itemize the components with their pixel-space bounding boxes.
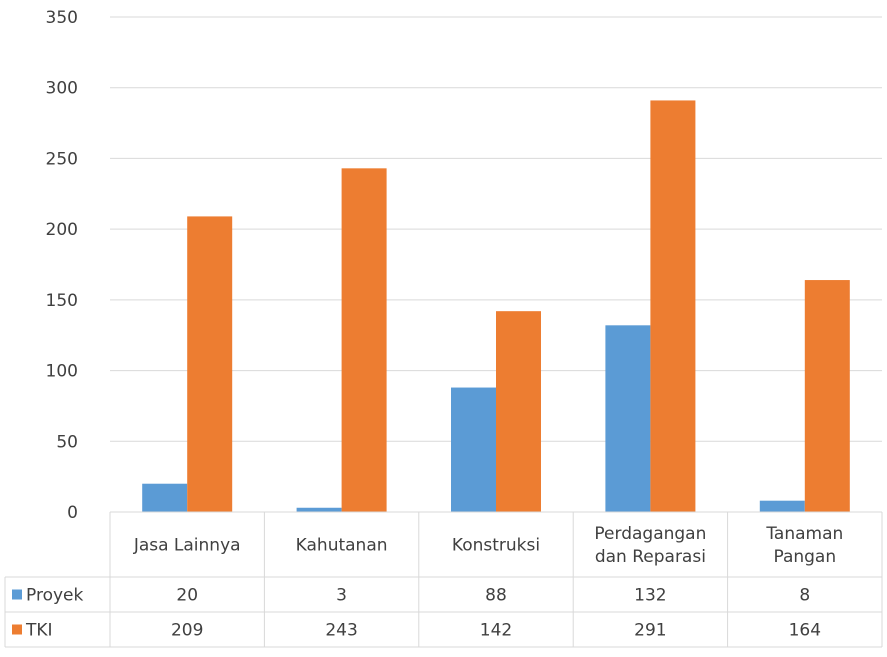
bar-proyek: [759, 500, 805, 512]
category-label: Jasa Lainnya: [133, 536, 241, 556]
legend-key-tki: [12, 624, 22, 635]
bar-tki: [187, 216, 233, 512]
table-cell-value: 164: [789, 621, 821, 641]
table-cell-value: 132: [634, 586, 666, 606]
table-cell-value: 243: [325, 621, 357, 641]
y-tick-label: 0: [67, 503, 78, 523]
y-tick-label: 150: [46, 291, 78, 311]
category-label: Konstruksi: [452, 536, 540, 556]
bar-tki: [496, 311, 541, 512]
y-tick-label: 200: [46, 220, 78, 240]
bar-proyek: [142, 483, 188, 512]
table-cell-value: 291: [634, 621, 666, 641]
category-label: Kahutanan: [296, 536, 388, 556]
y-tick-label: 100: [46, 362, 78, 382]
bar-tki: [804, 280, 850, 512]
category-label: Pangan: [773, 547, 836, 567]
legend-key-proyek: [12, 589, 22, 600]
bar-tki: [650, 100, 696, 512]
table-cell-value: 3: [336, 586, 347, 606]
bar-proyek: [605, 325, 651, 512]
bar-proyek: [296, 507, 342, 512]
legend-label: Proyek: [26, 586, 83, 606]
bars: [142, 100, 850, 513]
y-tick-label: 300: [46, 79, 78, 99]
legend-label: TKI: [25, 621, 53, 641]
category-label: Tanaman: [765, 524, 843, 544]
y-tick-label: 50: [56, 432, 78, 452]
category-label: dan Reparasi: [595, 547, 706, 567]
bar-proyek: [451, 387, 496, 512]
gridlines: [110, 16, 882, 442]
category-label: Perdagangan: [594, 524, 706, 544]
table-cell-value: 20: [176, 586, 198, 606]
table-cell-value: 142: [480, 621, 512, 641]
y-tick-label: 350: [46, 8, 78, 28]
table-cell-value: 209: [171, 621, 203, 641]
y-axis-ticks: 0 50 100 150 200 250 300 350: [46, 8, 78, 523]
y-tick-label: 250: [46, 149, 78, 169]
data-table: Jasa Lainnya Kahutanan Konstruksi Perdagang…: [4, 511, 883, 648]
bar-tki: [341, 168, 387, 513]
table-cell-value: 88: [485, 586, 507, 606]
table-cell-value: 8: [799, 586, 810, 606]
